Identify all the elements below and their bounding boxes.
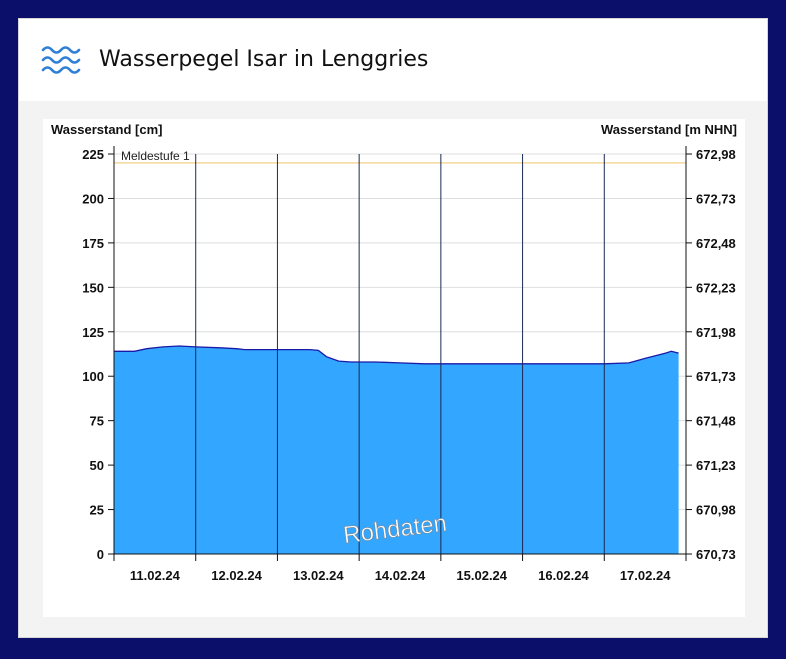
water-level-chart: Wasserstand [cm] Wasserstand [m NHN] 0 670,… <box>51 122 737 583</box>
y-tick-label-right: 670,98 <box>696 503 736 518</box>
y-tick-label-right: 672,98 <box>696 147 736 162</box>
y-tick-label-right: 672,48 <box>696 236 736 251</box>
y-tick-label-left: 0 <box>97 547 104 562</box>
y-tick-label-left: 150 <box>82 280 104 295</box>
x-tick-label: 14.02.24 <box>375 568 426 583</box>
threshold-label: Meldestufe 1 <box>121 149 190 163</box>
y-tick-label-left: 50 <box>90 458 104 473</box>
y-tick-label-left: 100 <box>82 369 104 384</box>
chart-container: Wasserstand [cm] Wasserstand [m NHN] 0 670,… <box>43 119 745 617</box>
x-tick-label: 12.02.24 <box>211 568 262 583</box>
y-tick-label-right: 671,98 <box>696 325 736 340</box>
right-axis-title: Wasserstand [m NHN] <box>601 122 737 137</box>
y-tick-label-right: 670,73 <box>696 547 736 562</box>
x-tick-label: 17.02.24 <box>620 568 671 583</box>
y-tick-label-right: 672,73 <box>696 191 736 206</box>
y-tick-label-right: 672,23 <box>696 280 736 295</box>
y-tick-label-left: 125 <box>82 325 104 340</box>
y-tick-label-left: 200 <box>82 191 104 206</box>
page-title: Wasserpegel Isar in Lenggries <box>99 47 429 72</box>
left-axis-title: Wasserstand [cm] <box>51 122 163 137</box>
y-tick-label-left: 75 <box>90 414 104 429</box>
y-tick-label-left: 175 <box>82 236 104 251</box>
y-tick-label-right: 671,23 <box>696 458 736 473</box>
y-tick-label-left: 25 <box>90 503 104 518</box>
water-level-line <box>114 345 679 365</box>
gauge-card: Wasserpegel Isar in Lenggries Wasserstan… <box>18 18 768 638</box>
x-tick-label: 16.02.24 <box>538 568 589 583</box>
water-level-area <box>114 346 679 554</box>
card-header: Wasserpegel Isar in Lenggries <box>19 19 767 101</box>
x-tick-label: 11.02.24 <box>130 568 181 583</box>
waves-icon <box>41 46 81 74</box>
y-tick-label-right: 671,48 <box>696 414 736 429</box>
y-tick-label-left: 225 <box>82 147 104 162</box>
y-tick-label-right: 671,73 <box>696 369 736 384</box>
x-tick-label: 15.02.24 <box>456 568 507 583</box>
x-tick-label: 13.02.24 <box>293 568 344 583</box>
